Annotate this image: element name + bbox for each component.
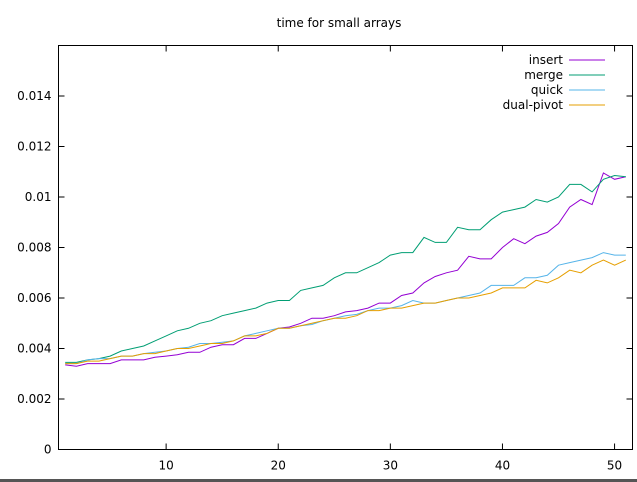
series-line-merge [65,174,626,363]
x-axis: 10 20 30 40 50 [158,45,622,473]
x-tick-label: 50 [607,459,622,473]
y-tick-label: 0.012 [17,140,51,154]
x-tick-label: 10 [158,459,173,473]
y-tick-label: 0.014 [17,89,51,103]
y-tick-label: 0.006 [17,291,51,305]
y-tick-label: 0.01 [25,190,52,204]
x-tick-label: 30 [383,459,398,473]
y-axis: 0 0.002 0.004 0.006 0.008 0.01 0.012 0.014 [17,89,633,457]
series-line-quick [65,252,626,365]
chart-title: time for small arrays [277,16,402,30]
window-bottom-edge [0,479,637,482]
x-tick-label: 40 [495,459,510,473]
y-tick-label: 0 [44,443,52,457]
legend-label: quick [531,83,563,97]
y-tick-label: 0.008 [17,241,51,255]
series-line-dual-pivot [65,259,627,365]
series-lines [65,172,627,367]
series-line-insert [65,172,626,367]
legend-label: insert [529,53,564,67]
y-tick-label: 0.002 [17,392,51,406]
x-tick-label: 20 [271,459,286,473]
legend-label: dual-pivot [503,98,564,112]
y-tick-label: 0.004 [17,342,51,356]
legend-label: merge [524,68,563,82]
